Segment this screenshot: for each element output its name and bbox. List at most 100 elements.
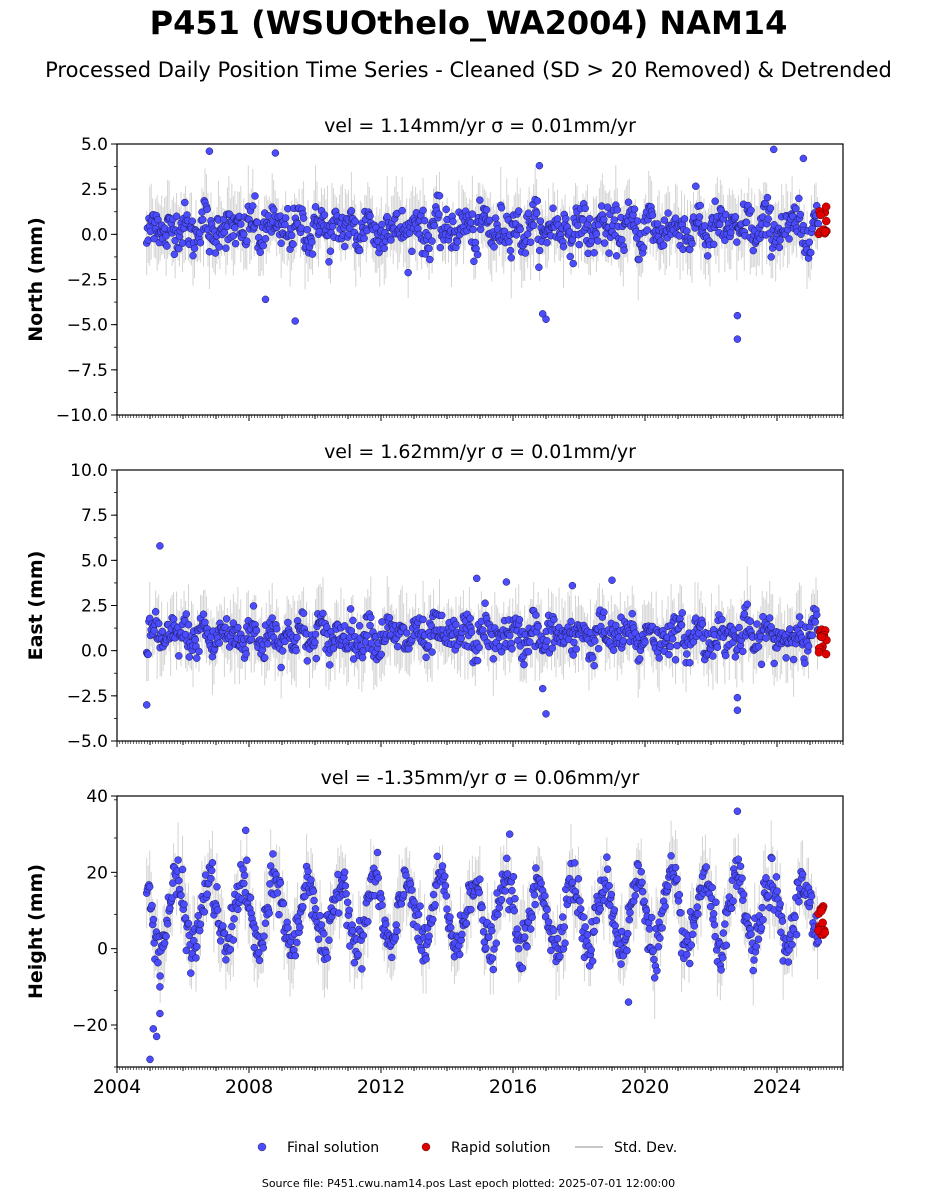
final-point [346, 942, 354, 950]
final-point [239, 865, 247, 873]
final-point [293, 633, 301, 642]
final-point [146, 1055, 154, 1064]
final-point [404, 268, 412, 277]
final-point [303, 657, 312, 665]
final-point [387, 236, 395, 244]
final-point [674, 897, 683, 905]
final-point [160, 939, 169, 947]
final-point [431, 901, 439, 909]
rapid-point [817, 632, 826, 642]
final-point [323, 954, 332, 962]
final-point [610, 906, 619, 914]
final-point [678, 609, 687, 617]
final-point [229, 232, 238, 240]
final-point [680, 215, 689, 223]
final-point [509, 872, 518, 881]
final-point [429, 890, 438, 899]
final-point [594, 644, 603, 653]
final-point [729, 897, 737, 905]
final-point [203, 890, 211, 898]
final-point [505, 631, 514, 640]
final-point [191, 636, 200, 644]
final-point [608, 576, 616, 584]
final-point [808, 631, 817, 640]
final-point [784, 958, 793, 966]
final-point [299, 609, 308, 618]
final-point [467, 628, 476, 636]
final-point [169, 615, 178, 623]
final-point [311, 638, 319, 646]
final-point [548, 644, 557, 653]
final-point [428, 648, 436, 656]
final-point [425, 932, 433, 940]
final-point [259, 241, 267, 250]
final-point [449, 217, 457, 226]
final-point [569, 651, 577, 659]
final-point [792, 930, 801, 939]
final-point [345, 906, 353, 914]
final-point [354, 950, 362, 959]
final-point [511, 894, 519, 903]
final-point [623, 946, 631, 955]
final-point [581, 923, 589, 931]
final-point [752, 942, 760, 951]
final-point [242, 650, 250, 658]
final-point [417, 946, 426, 955]
final-point [377, 894, 386, 902]
final-point [543, 637, 551, 645]
final-point [709, 652, 717, 660]
final-point [709, 909, 718, 918]
final-point [505, 830, 514, 838]
final-point [671, 656, 680, 664]
final-point [648, 211, 657, 219]
final-point [347, 207, 356, 215]
final-point [366, 212, 374, 220]
final-point [364, 917, 372, 926]
final-point [733, 311, 742, 320]
final-point [541, 892, 549, 900]
final-point [532, 209, 541, 217]
final-point [736, 862, 745, 871]
final-point [175, 876, 183, 885]
final-point [341, 882, 350, 890]
data-east [142, 542, 831, 718]
final-point [612, 621, 620, 630]
final-point [695, 213, 704, 221]
final-point [733, 706, 742, 715]
final-point [329, 644, 338, 653]
final-point [419, 206, 427, 215]
final-point [754, 935, 763, 944]
final-point [467, 905, 475, 914]
final-point [567, 617, 575, 626]
final-point [281, 220, 289, 229]
final-point [325, 936, 333, 944]
final-point [192, 954, 200, 962]
final-point [187, 969, 195, 977]
final-point [189, 251, 197, 260]
final-point [181, 198, 189, 207]
final-point [795, 613, 804, 621]
final-point [526, 638, 534, 646]
panel-title-height: vel = -1.35mm/yr σ = 0.06mm/yr [321, 767, 640, 789]
final-point [693, 903, 701, 911]
final-point [690, 922, 698, 930]
final-point [553, 934, 562, 943]
final-point [764, 215, 772, 223]
final-point [773, 887, 781, 895]
final-point [625, 915, 634, 924]
final-point [154, 958, 162, 967]
final-point [731, 213, 740, 221]
final-point [222, 956, 230, 964]
final-point [526, 925, 535, 933]
final-point [277, 239, 285, 247]
final-point [763, 193, 772, 202]
final-point [149, 1025, 158, 1033]
final-point [547, 946, 555, 955]
final-point [719, 929, 728, 937]
final-point [377, 650, 386, 659]
final-point [683, 650, 691, 658]
final-point [175, 244, 183, 253]
final-point [216, 937, 225, 945]
final-point [319, 930, 328, 938]
